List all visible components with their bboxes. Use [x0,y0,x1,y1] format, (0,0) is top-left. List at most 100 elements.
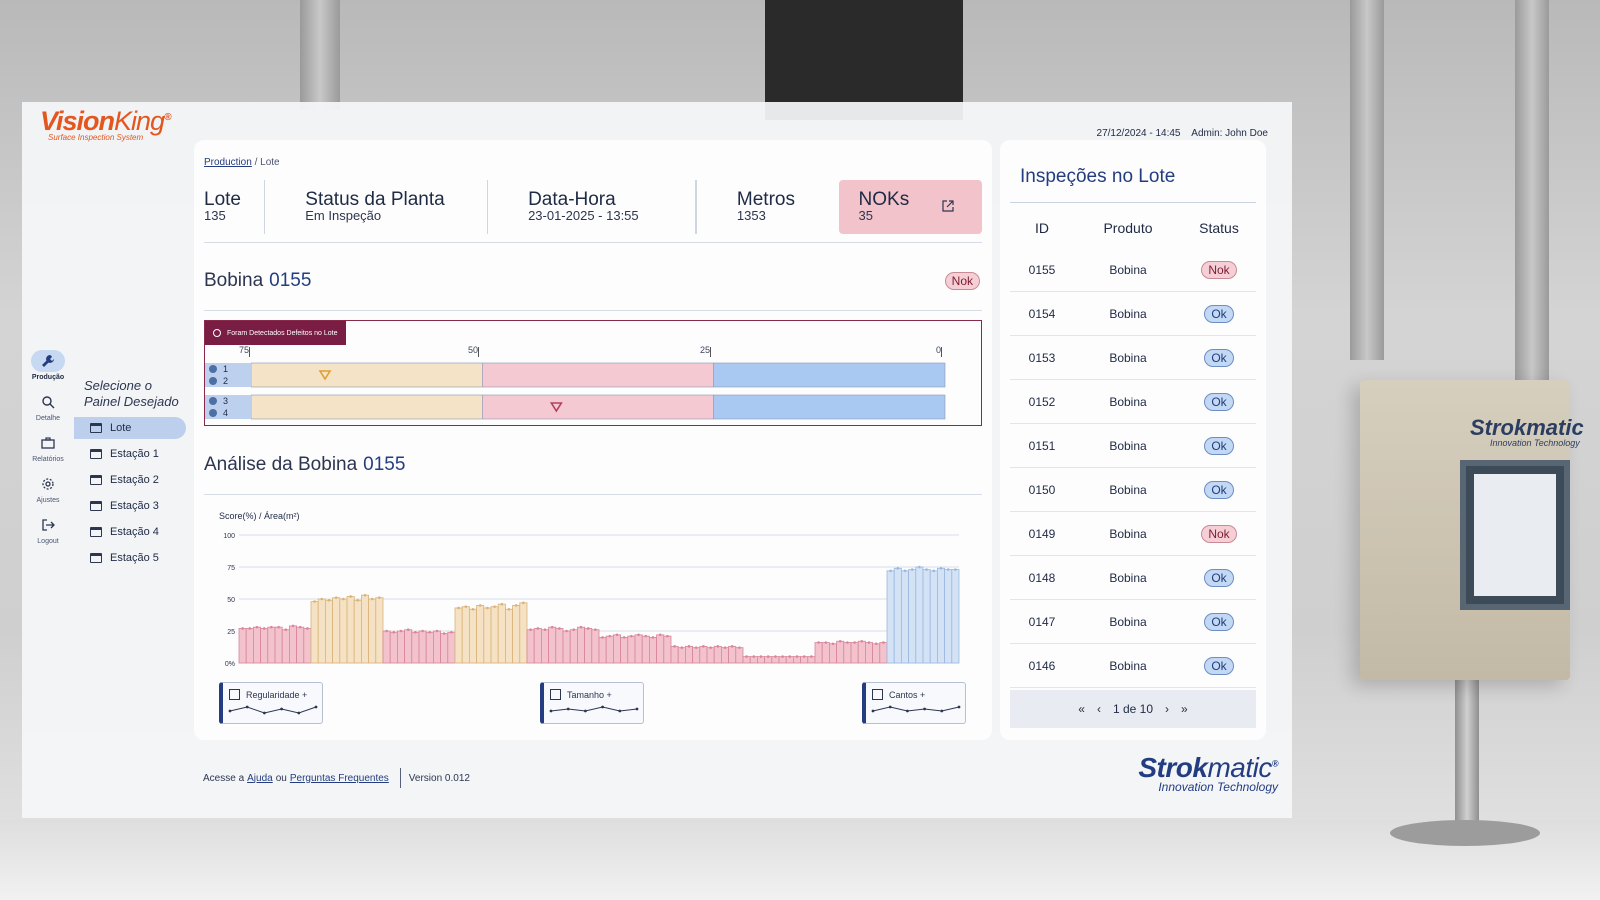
status-badge: Ok [1204,436,1234,455]
gear-icon [31,473,65,495]
corners-icon [872,689,883,700]
chart-bar [641,635,650,664]
metric-card-cantos[interactable]: Cantos + [862,682,966,724]
chart-point [478,604,482,607]
resize-icon [550,689,561,700]
col-id: ID [1035,220,1049,236]
chart-bar [684,645,693,664]
visionking-logo: VisionKing® Surface Inspection System [40,106,172,142]
divider [204,310,982,311]
next-page-button[interactable]: › [1165,702,1170,716]
chart-bar [901,570,910,664]
menu-item-estacao-3[interactable]: Estação 3 [74,495,186,517]
y-tick-label: 75 [227,565,235,572]
row-produto: Bobina [1109,482,1147,497]
menu-item-estacao-2[interactable]: Estação 2 [74,469,186,491]
rail-item-logout[interactable]: Logout [30,514,66,545]
external-link-icon[interactable] [942,199,954,217]
chart-bar [296,626,305,664]
chart-point [392,630,396,634]
table-row[interactable]: 0146 Bobina Ok [1010,644,1256,688]
faq-link[interactable]: Perguntas Frequentes [289,772,389,784]
table-row[interactable]: 0152 Bobina Ok [1010,380,1256,424]
chart-point [370,597,374,601]
breadcrumb-production-link[interactable]: Production [204,157,252,168]
row-produto: Bobina [1109,658,1147,673]
chart-bar [476,605,485,664]
chart-bar [612,634,621,664]
chart-bar [325,599,334,664]
row-produto: Bobina [1109,614,1147,629]
row-produto: Bobina [1109,438,1147,453]
chart-point [853,641,856,644]
chart-point [766,655,770,658]
first-page-button[interactable]: « [1078,702,1085,716]
background-machine-brand: Strokmatic [1470,415,1584,440]
chart-bar [713,645,722,664]
chart-bar [720,647,729,664]
chart-bar [447,631,456,664]
row-id: 0147 [1028,614,1056,629]
chart-bar [404,629,413,664]
chart-point [486,606,489,610]
chart-y-label: Score(%) / Área(m²) [219,511,300,521]
chart-point [349,595,352,598]
table-row[interactable]: 0150 Bobina Ok [1010,468,1256,512]
chart-point [867,641,871,644]
current-user[interactable]: Admin: John Doe [1191,128,1268,139]
rail-item-producao[interactable]: Produção [30,350,66,381]
table-row[interactable]: 0154 Bobina Ok [1010,292,1256,336]
chart-bar [504,608,513,664]
table-row[interactable]: 0147 Bobina Ok [1010,600,1256,644]
menu-item-estacao-5[interactable]: Estação 5 [74,547,186,569]
sparkline-line [550,706,638,712]
menu-item-lote[interactable]: Lote [74,417,186,439]
chart-point [716,645,720,648]
rail-item-ajustes[interactable]: Ajustes [30,473,66,504]
score-area-chart: 100 75 50 25 0% [223,533,960,668]
chart-point [644,634,648,638]
chart-point [507,607,511,611]
chart-point [738,646,741,649]
rail-item-relatorios[interactable]: Relatórios [30,432,66,463]
chart-point [522,601,525,605]
stat-noks[interactable]: NOKs 35 [838,180,983,234]
metric-card-regularidade[interactable]: Regularidade + [219,682,323,724]
help-link[interactable]: Ajuda [247,772,273,784]
prev-page-button[interactable]: ‹ [1096,702,1101,716]
timeline-tick: 0 [936,345,943,357]
metric-card-tamanho[interactable]: Tamanho + [540,682,644,724]
table-row[interactable]: 0153 Bobina Ok [1010,336,1256,380]
chart-point [342,597,345,601]
rail-item-detalhe[interactable]: Detalhe [30,391,66,422]
panel-menu: Selecione o Painel Desejado Lote Estação… [74,378,186,573]
col-produto: Produto [1103,220,1153,236]
chart-point [752,655,756,658]
stat-data-hora: Data-Hora 23-01-2025 - 13:55 [528,189,639,223]
chart-bar [937,567,946,664]
timeline-segment [482,394,714,420]
stat-lote: Lote 135 [204,189,241,223]
menu-item-estacao-1[interactable]: Estação 1 [74,443,186,465]
chart-bar [857,640,866,664]
chart-bar [670,645,679,664]
menu-item-estacao-4[interactable]: Estação 4 [74,521,186,543]
chart-point [435,629,439,633]
table-row[interactable]: 0149 Bobina Nok [1010,512,1256,556]
last-page-button[interactable]: » [1181,702,1188,716]
chart-bar [533,628,542,664]
table-row[interactable]: 0148 Bobina Ok [1010,556,1256,600]
table-row[interactable]: 0151 Bobina Ok [1010,424,1256,468]
chart-point [457,606,460,610]
chart-bar [706,647,715,664]
chart-bar [440,633,449,664]
table-row[interactable]: 0155 Bobina Nok [1010,248,1256,292]
chart-point [363,593,367,597]
window-icon [90,475,102,485]
status-badge: Nok [1201,524,1237,543]
stats-bar: Lote 135 Status da Planta Em Inspeção Da… [204,180,983,234]
chart-bar [944,569,953,664]
chart-bar [598,637,607,664]
chart-point [248,627,252,630]
sparkline-point [297,711,301,715]
